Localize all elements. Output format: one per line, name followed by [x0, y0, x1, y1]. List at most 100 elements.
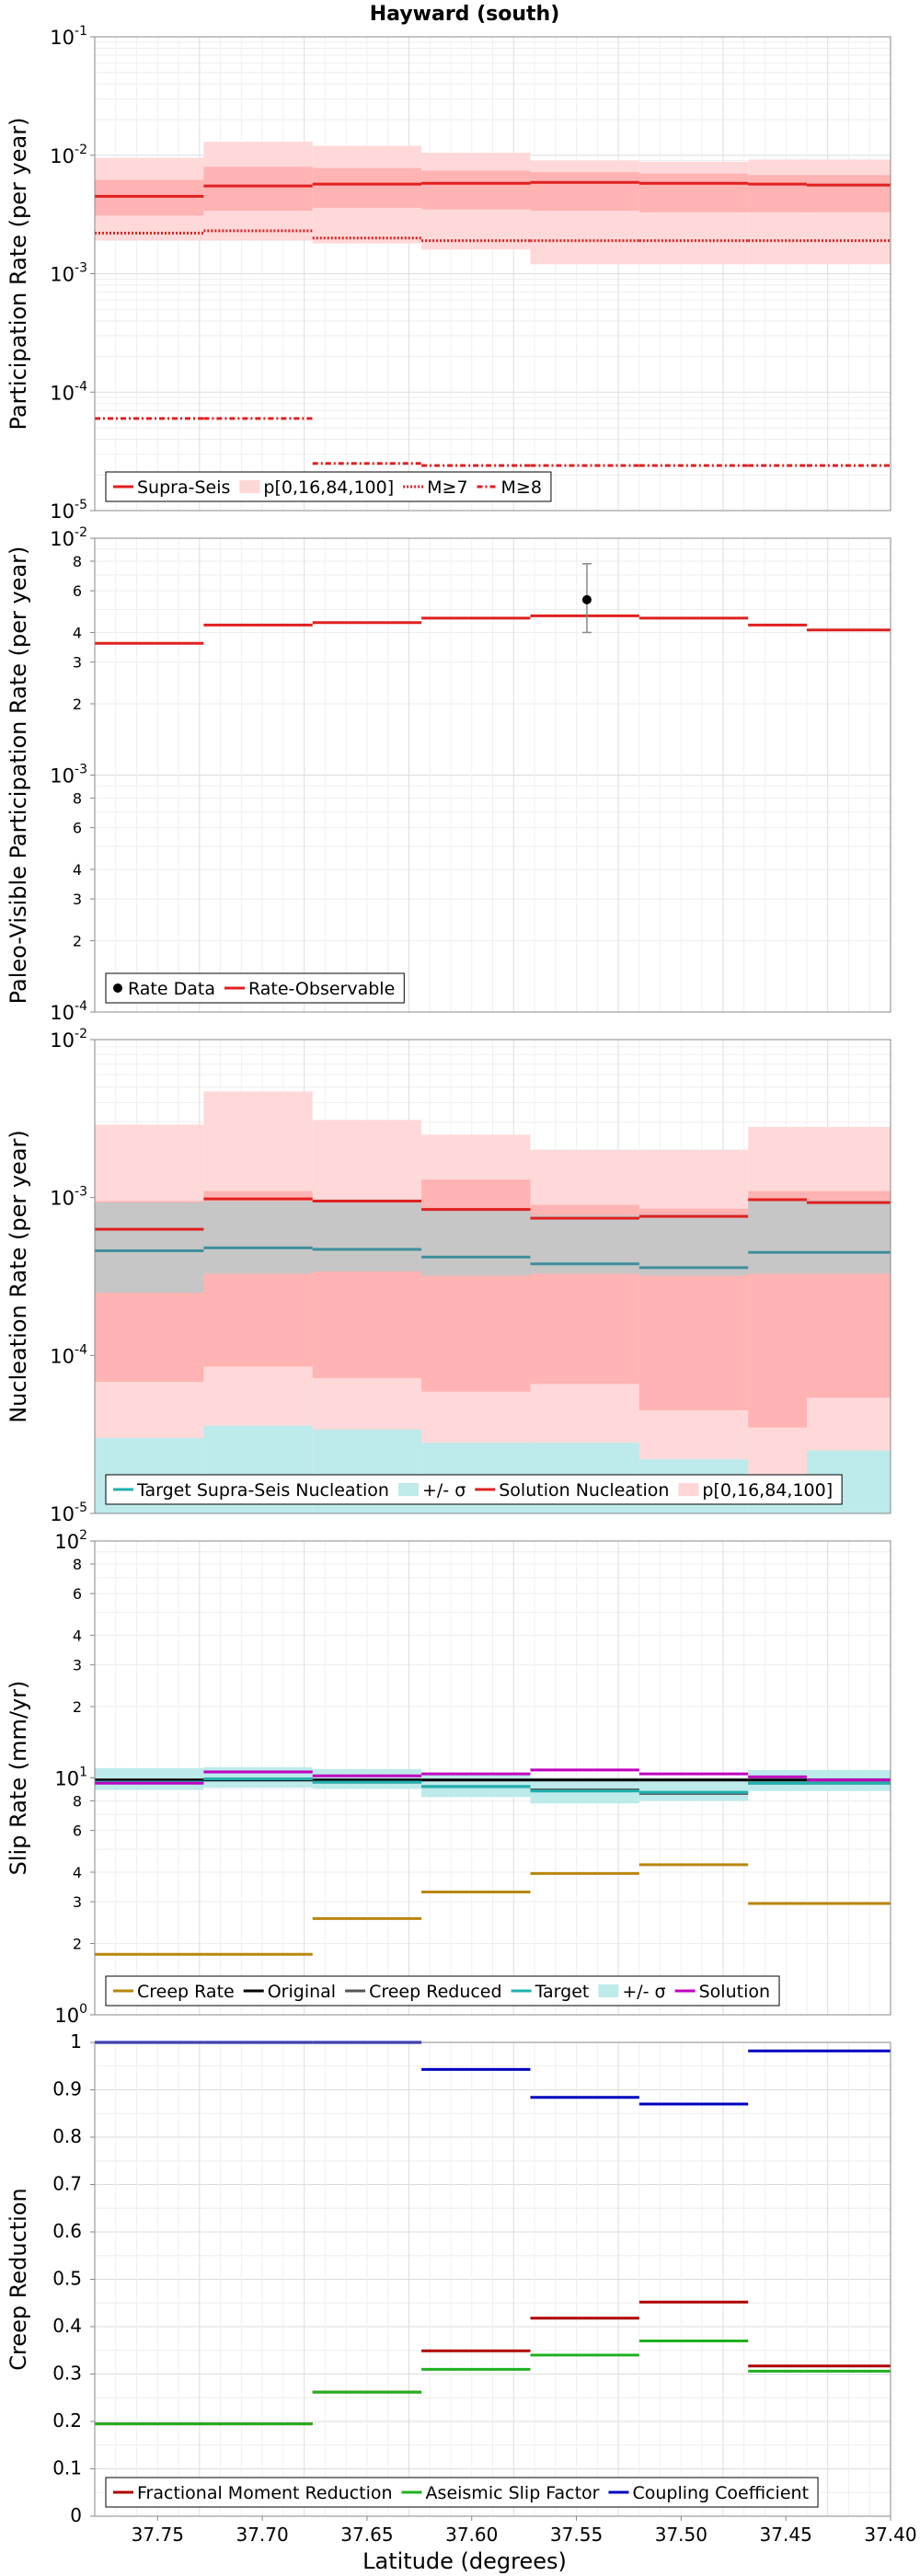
panel-4: 102 8 6 4 3 2 101 8 6 4 3 2 100 Slip Rate (mm/yr) Cree…: [6, 1528, 891, 2027]
y-tick-label: 0.9: [52, 2078, 82, 2100]
plot-frame: [94, 1039, 891, 1514]
legend-label: +/- σ: [422, 1480, 466, 1501]
y-tick-label: 10-3: [50, 261, 87, 286]
legend-label: +/- σ: [622, 1982, 665, 2002]
y-tick-label: 1: [70, 2030, 82, 2053]
y-tick-label: 100: [54, 2002, 87, 2027]
y-tick-label: 10-4: [50, 1342, 87, 1367]
y-tick-label: 2: [73, 1698, 82, 1716]
x-tick-label: 37.65: [340, 2524, 393, 2546]
y-tick-label: 2: [73, 932, 82, 949]
y-tick-label: 0.8: [52, 2125, 82, 2147]
band-segment: [95, 1202, 204, 1294]
band-segment: [638, 173, 749, 213]
band-segment: [421, 170, 531, 210]
legend-box: [105, 1474, 843, 1505]
y-axis-label: Creep Reduction: [6, 2188, 31, 2370]
band-segment: [806, 1200, 891, 1274]
y-tick-label: 6: [73, 820, 82, 837]
band-segment: [748, 175, 807, 213]
band-segment: [312, 167, 422, 208]
legend-box: [105, 2477, 819, 2508]
y-tick-label: 0.1: [52, 2457, 82, 2479]
legend: Supra-Seis p[0,16,84,100] M≥7 M≥8: [105, 471, 552, 502]
legend-box: [105, 1975, 780, 2007]
y-tick-label: 10-2: [50, 525, 87, 550]
y-tick-label: 8: [73, 789, 82, 807]
y-tick-label: 10-3: [50, 1185, 87, 1210]
y-tick-label: 2: [73, 1935, 82, 1952]
y-tick-label: 10-1: [50, 24, 87, 49]
y-tick-label: 101: [54, 1765, 87, 1790]
band-segment: [312, 1199, 422, 1272]
data-point: [581, 594, 592, 604]
legend-label: M≥8: [501, 477, 542, 498]
y-tick-label: 10-5: [50, 498, 87, 523]
y-tick-label: 0.7: [52, 2173, 82, 2195]
legend-label: Target Supra-Seis Nucleation: [136, 1480, 389, 1501]
legend-label: p[0,16,84,100]: [263, 477, 394, 498]
band-segment: [806, 175, 891, 213]
y-tick-label: 0.6: [52, 2220, 82, 2242]
x-tick-label: 37.40: [864, 2524, 916, 2546]
y-tick-label: 10-4: [50, 999, 87, 1024]
y-tick-label: 4: [73, 1627, 82, 1644]
band-segment: [638, 1214, 749, 1276]
x-tick-label: 37.50: [655, 2524, 707, 2546]
panel-1: 10-1 10-2 10-3 10-4 10-5 Participation Rate (…: [6, 24, 891, 523]
band-segment: [530, 172, 639, 212]
legend: Rate Data Rate-Observable: [105, 972, 405, 1004]
y-tick-label: 6: [73, 1585, 82, 1603]
legend: Target Supra-Seis Nucleation +/- σ Solutio…: [105, 1474, 843, 1505]
legend-box: [105, 972, 405, 1004]
legend-label: Solution Nucleation: [499, 1480, 669, 1501]
y-tick-label: 10-2: [50, 1027, 87, 1052]
x-tick-label: 37.45: [760, 2524, 812, 2546]
y-tick-label: 10-5: [50, 1501, 87, 1525]
panel-3: 10-2 10-3 10-4 10-5 Nucleation Rate (per yea…: [6, 1027, 891, 1525]
y-tick-label: 6: [73, 1823, 82, 1840]
y-tick-label: 10-3: [50, 763, 87, 788]
legend-swatch: [397, 1483, 419, 1496]
legend-label: Original: [268, 1982, 336, 2002]
figure-title: Hayward (south): [370, 3, 560, 26]
band-segment: [638, 1777, 749, 1801]
y-axis-label: Participation Rate (per year): [6, 118, 31, 431]
x-axis-label: Latitude (degrees): [362, 2548, 567, 2574]
y-tick-label: 8: [73, 1556, 82, 1573]
y-tick-label: 4: [73, 1864, 82, 1881]
legend: Creep Rate Original Creep Reduced Target +/-…: [105, 1975, 780, 2007]
y-tick-label: 0.2: [52, 2409, 82, 2432]
y-axis-label: Slip Rate (mm/yr): [6, 1681, 31, 1876]
legend-label: p[0,16,84,100]: [702, 1480, 833, 1501]
legend-label: M≥7: [427, 477, 467, 498]
y-tick-label: 102: [54, 1528, 87, 1553]
panel-5: 1 0.9 0.8 0.7 0.6 0.5 0.4 0.3 0.2 0.1 0 Creep Reduc…: [6, 2030, 891, 2526]
x-tick-label: 37.75: [132, 2524, 184, 2546]
band-segment: [748, 1200, 807, 1274]
y-tick-label: 0.4: [52, 2315, 82, 2337]
legend-swatch: [239, 480, 260, 493]
y-tick-label: 3: [73, 1893, 82, 1911]
legend-label: Target: [535, 1982, 590, 2002]
band-segment: [203, 167, 313, 212]
y-tick-label: 10-2: [50, 143, 87, 167]
y-tick-label: 2: [73, 696, 82, 713]
y-axis-label: Nucleation Rate (per year): [6, 1130, 31, 1423]
legend-label: Coupling Coefficient: [632, 2483, 809, 2503]
y-tick-label: 6: [73, 582, 82, 600]
legend-label: Rate Data: [128, 979, 215, 999]
band-segment: [203, 1766, 313, 1788]
legend-label: Creep Reduced: [369, 1982, 501, 2002]
y-tick-label: 0: [70, 2504, 82, 2526]
legend-swatch: [678, 1483, 699, 1496]
y-tick-label: 10-4: [50, 379, 87, 404]
y-tick-label: 0.3: [52, 2363, 82, 2385]
legend-label: Fractional Moment Reduction: [137, 2483, 393, 2503]
y-tick-label: 3: [73, 891, 82, 908]
x-tick-label: 37.70: [236, 2524, 288, 2546]
legend: Fractional Moment Reduction Aseismic Slip…: [105, 2477, 819, 2508]
y-tick-label: 3: [73, 654, 82, 672]
